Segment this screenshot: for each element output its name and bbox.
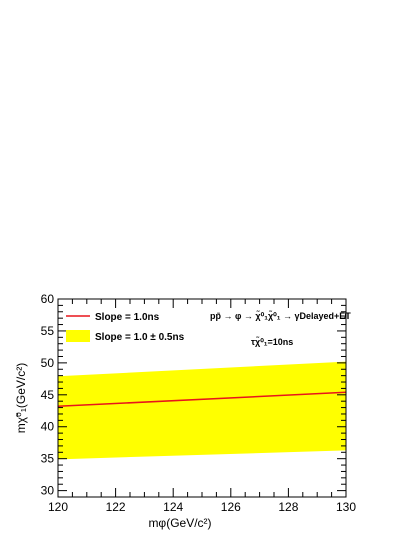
y-tick-label: 35 (41, 452, 55, 466)
x-tick-label: 126 (221, 500, 241, 514)
process-annotation: pp̄ → φ → χ̃⁰₁χ̃⁰₁ → γDelayed+E̸T (210, 310, 351, 321)
x-tick-label: 124 (163, 500, 183, 514)
x-axis-title: mφ(GeV/c²) (148, 516, 211, 530)
y-tick-label: 45 (41, 388, 55, 402)
slope-line (57, 391, 347, 408)
x-tick-label: 128 (278, 500, 298, 514)
y-tick-label: 50 (41, 356, 55, 370)
y-tick-label: 60 (41, 292, 55, 306)
lifetime-annotation: τχ̃⁰₁=10ns (251, 336, 293, 347)
y-tick-label: 55 (41, 324, 55, 338)
y-axis-title: mχ̃⁰₁(GeV/c²) (14, 363, 28, 434)
legend-label-slope: Slope = 1.0ns (95, 312, 160, 323)
y-tick-label: 30 (41, 484, 55, 498)
y-tick-label: 40 (41, 420, 55, 434)
legend-label-band: Slope = 1.0 ± 0.5ns (95, 332, 185, 343)
x-tick-label: 130 (336, 500, 356, 514)
uncertainty-band (58, 361, 346, 460)
x-tick-label: 120 (48, 500, 68, 514)
x-tick-label: 122 (106, 500, 126, 514)
legend-swatch-band (66, 330, 90, 342)
